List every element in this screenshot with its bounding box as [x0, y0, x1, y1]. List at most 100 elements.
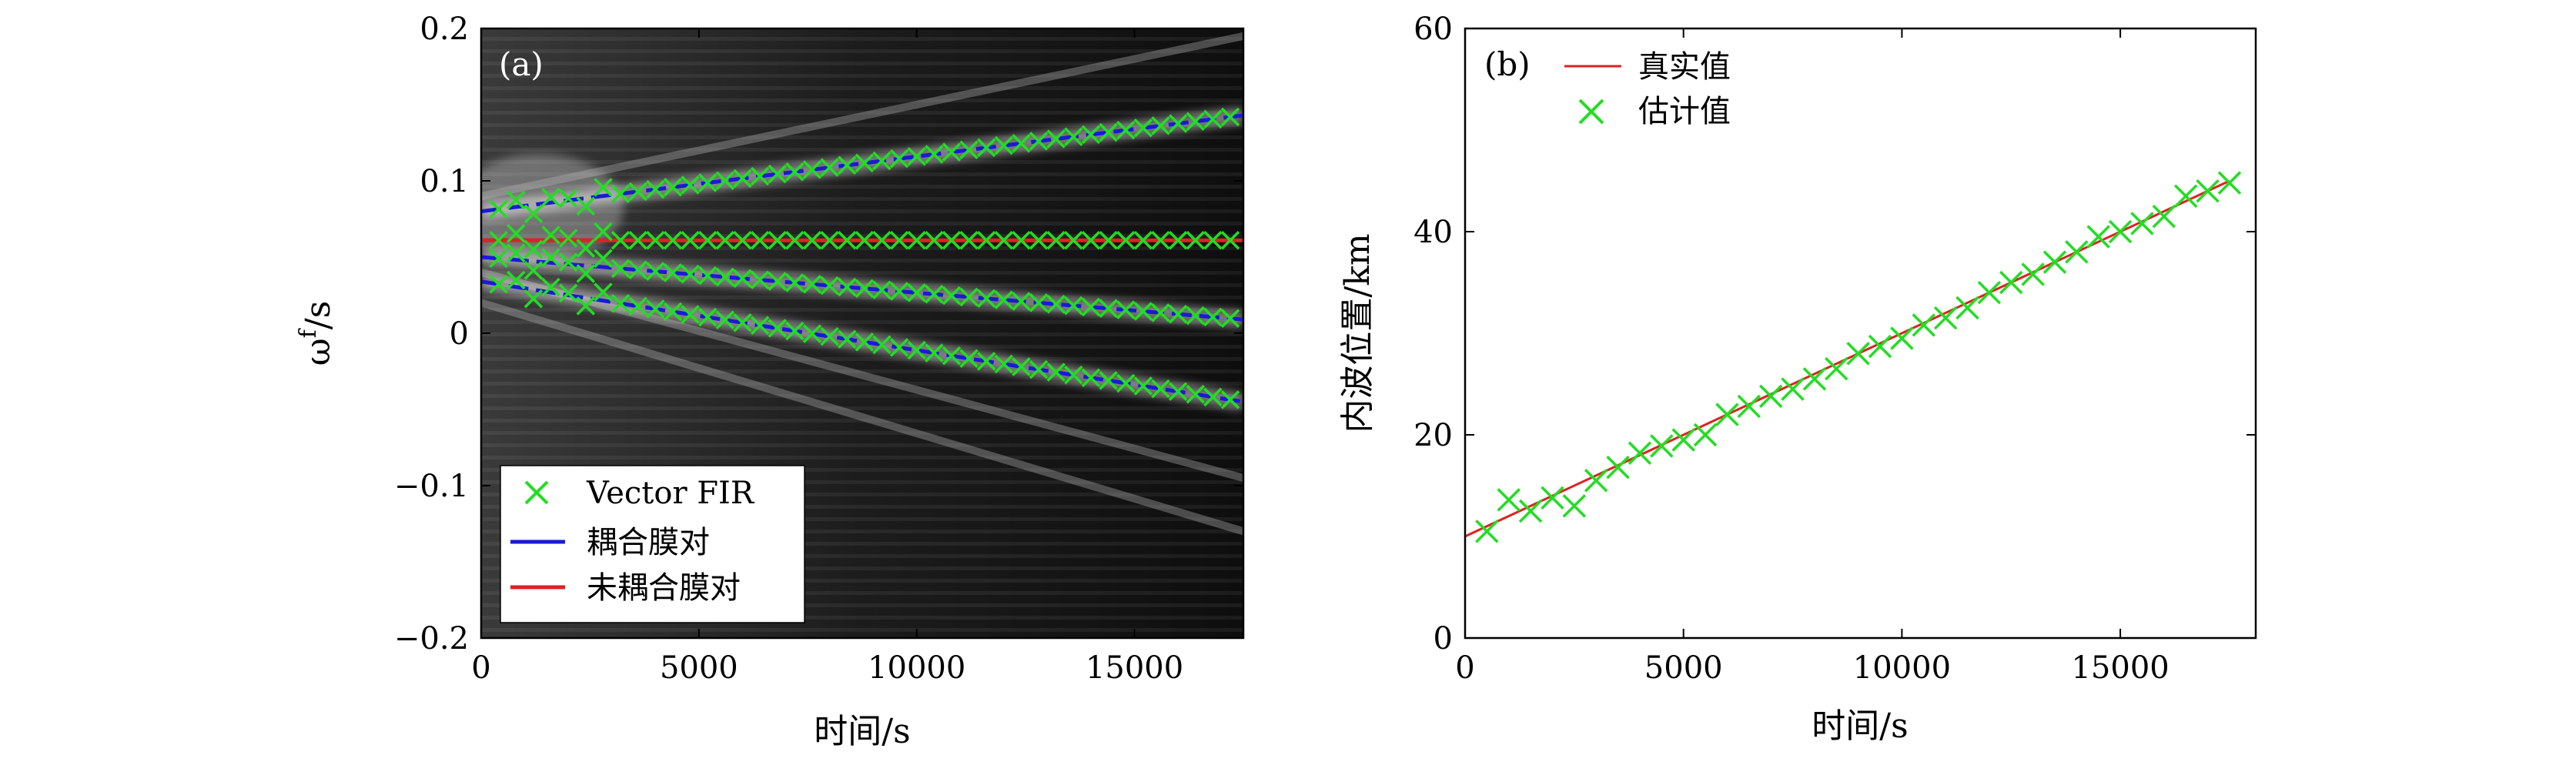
estimate-marker [1868, 334, 1892, 359]
vector-fir-marker [681, 265, 700, 284]
vector-fir-marker [1099, 122, 1118, 142]
panel-a-label: (a) [499, 45, 544, 83]
background-ridge [481, 299, 1243, 536]
panel-a-ylabel: ωf/s [295, 301, 338, 366]
vector-fir-marker [1081, 297, 1101, 317]
panel-a-legend: Vector FIR 耦合膜对 未耦合膜对 [500, 465, 805, 623]
vector-fir-marker [1029, 359, 1049, 379]
vector-fir-marker [1064, 366, 1083, 385]
estimate-marker [1825, 356, 1848, 381]
legend-label-estimate: 估计值 [1638, 94, 1731, 129]
vector-fir-marker [541, 277, 560, 297]
vector-fir-marker [1046, 362, 1066, 382]
vector-fir-marker [489, 199, 508, 219]
vector-fir-marker [976, 352, 996, 371]
vector-fir-marker [976, 138, 996, 158]
coupled-line [481, 255, 1243, 322]
vector-fir-marker [872, 280, 892, 299]
ylabel-superscript: f [295, 328, 322, 338]
x-tick-label: 5000 [660, 650, 738, 686]
panel-b-axes: 0 5000 10000 15000 0 20 40 60 [1413, 12, 2256, 686]
y-tick-label: 40 [1413, 215, 1453, 250]
estimate-marker [1912, 313, 1936, 337]
vector-fir-marker [628, 230, 647, 250]
estimate-marker [2173, 184, 2198, 209]
vector-fir-marker [646, 230, 665, 250]
vector-fir-marker [1186, 306, 1206, 326]
vector-fir-marker [646, 179, 665, 199]
background-ridge [481, 32, 1243, 200]
vector-fir-marker [1220, 309, 1240, 329]
vector-fir-marker [1081, 368, 1101, 388]
vector-fir-marker [1133, 119, 1153, 138]
vector-fir-marker [802, 160, 822, 179]
vector-fir-marker [1064, 127, 1083, 146]
vector-fir-marker [959, 349, 979, 369]
vector-fir-marker [889, 149, 909, 169]
vector-fir-marker [942, 230, 962, 250]
vector-fir-markers [489, 107, 1240, 409]
vector-fir-marker [1151, 303, 1170, 322]
vector-fir-marker [576, 264, 596, 283]
estimate-marker [1802, 367, 1827, 391]
vector-fir-marker [872, 230, 892, 250]
panel-a-xlabel: 时间/s [814, 712, 910, 751]
vector-fir-marker [594, 249, 613, 269]
vector-fir-marker [733, 230, 752, 250]
vector-fir-marker [1046, 129, 1066, 149]
vector-fir-marker [1116, 300, 1136, 319]
vector-fir-marker [507, 224, 526, 243]
vector-fir-marker [1012, 357, 1031, 376]
panel-b-label: (b) [1484, 45, 1531, 83]
vector-fir-marker [1046, 294, 1066, 314]
vector-fir-marker [594, 282, 613, 302]
y-tick-label: 60 [1413, 12, 1453, 47]
vector-fir-marker [628, 182, 647, 202]
estimate-marker [1562, 494, 1587, 518]
vector-fir-marker [1186, 385, 1206, 404]
vector-fir-marker [733, 169, 752, 189]
estimate-marker [1933, 306, 1958, 330]
y-tick-label: −0.1 [394, 469, 469, 504]
estimate-marker [1584, 469, 1608, 493]
estimate-marker [2108, 219, 2133, 244]
vector-fir-marker [1081, 230, 1101, 250]
estimate-marker [1518, 499, 1543, 523]
vector-fir-marker [1220, 390, 1240, 409]
vector-fir-marker [925, 343, 944, 362]
vector-fir-marker [994, 230, 1014, 250]
ylabel-omega: ω [299, 338, 338, 366]
x-tick-label: 15000 [2071, 650, 2169, 686]
estimate-marker [1890, 326, 1914, 350]
vector-fir-marker [628, 260, 647, 279]
panel-b-background [1465, 28, 2256, 638]
vector-fir-marker [925, 285, 944, 304]
legend-box [500, 465, 805, 623]
vector-fir-marker [959, 287, 979, 307]
vector-fir-marker [507, 243, 526, 263]
estimate-marker [2065, 240, 2089, 264]
vector-fir-marker [1151, 379, 1170, 399]
vector-fir-marker [681, 305, 700, 324]
vector-fir-marker [558, 229, 578, 248]
vector-fir-marker [785, 321, 805, 341]
vector-fir-marker [1064, 296, 1083, 316]
vector-fir-marker [820, 230, 839, 250]
estimate-marker [1977, 280, 2002, 305]
vector-fir-marker [663, 302, 683, 322]
estimate-marker [1541, 486, 1564, 510]
vector-fir-marker [628, 296, 647, 316]
panel-a-axes: 0 5000 10000 15000 −0.2 −0.1 0 0.1 0.2 [394, 12, 1243, 686]
vector-fir-marker [1012, 230, 1031, 250]
ylabel-unit: /s [299, 301, 338, 329]
vector-fir-marker [1168, 114, 1188, 133]
estimate-marker [1781, 377, 1805, 401]
vector-fir-marker [1203, 307, 1223, 327]
legend-label-coupled: 耦合膜对 [587, 525, 710, 560]
vector-fir-marker [558, 283, 578, 303]
vector-fir-marker [698, 266, 718, 286]
vector-fir-marker [1046, 230, 1066, 250]
vector-fir-marker [1133, 376, 1153, 396]
vector-fir-marker [1220, 107, 1240, 127]
